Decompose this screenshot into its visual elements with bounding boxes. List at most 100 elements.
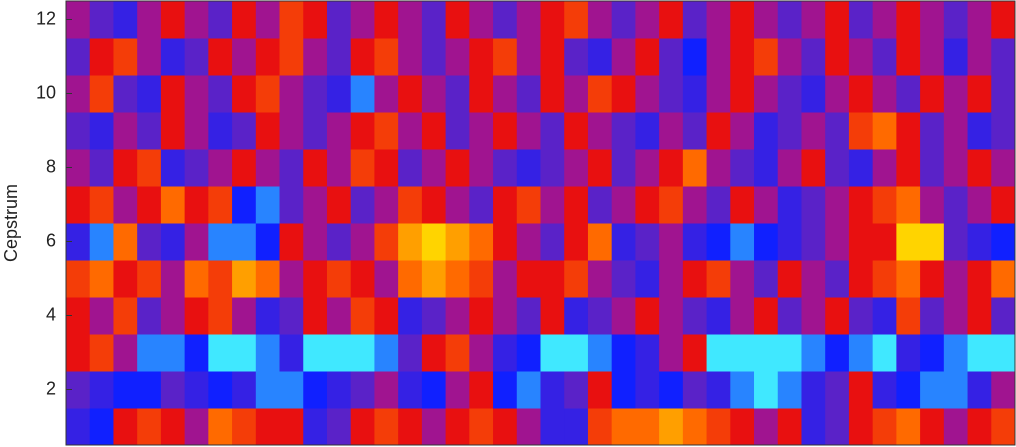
heat-cell [730, 371, 755, 409]
heat-cell [848, 223, 874, 261]
heat-cell [682, 75, 708, 113]
heat-cell [326, 334, 352, 372]
heat-cell [421, 186, 447, 224]
heat-cell [659, 371, 684, 409]
heat-cell [920, 186, 945, 224]
heat-cell [896, 149, 921, 187]
heat-cell [303, 408, 328, 446]
heat-cell [160, 334, 186, 372]
heat-cell [326, 112, 352, 150]
heat-cell [754, 112, 779, 150]
heat-cell [89, 408, 114, 446]
heat-cell [682, 408, 708, 446]
heat-cell [991, 223, 1016, 261]
heat-cell [66, 112, 91, 150]
heat-cell [872, 408, 897, 446]
heat-cell [991, 371, 1016, 409]
heat-cell [303, 75, 328, 113]
heat-cell [754, 149, 779, 187]
heat-cell [350, 223, 375, 261]
heat-cell [232, 223, 257, 261]
heat-cell [208, 408, 233, 446]
heat-cell [564, 371, 589, 409]
heat-cell [682, 371, 708, 409]
heat-cell [872, 149, 897, 187]
heat-cell [872, 1, 897, 39]
heat-cell [682, 38, 708, 76]
heat-cell [587, 186, 613, 224]
heat-cell [398, 371, 423, 409]
heat-cell [421, 1, 447, 39]
heat-cell [113, 223, 138, 261]
heat-cell [137, 186, 162, 224]
heat-cell [659, 75, 684, 113]
heat-cell [255, 260, 281, 298]
heat-cell [350, 112, 375, 150]
heat-cell [825, 38, 850, 76]
heat-cell [564, 408, 589, 446]
heat-cell [564, 1, 589, 39]
heat-cell [421, 38, 447, 76]
heat-cell [825, 260, 850, 298]
heat-cell [706, 112, 731, 150]
heat-cell [184, 149, 209, 187]
heat-cell [659, 260, 684, 298]
heat-cell [445, 112, 470, 150]
heat-cell [469, 223, 494, 261]
heat-cell [920, 38, 945, 76]
heat-cell [516, 38, 541, 76]
heat-cell [326, 371, 352, 409]
heat-cell [160, 371, 186, 409]
heat-cell [493, 334, 518, 372]
heat-cell [469, 260, 494, 298]
heat-cell [113, 75, 138, 113]
heat-cell [208, 38, 233, 76]
heat-cell [89, 223, 114, 261]
heat-cell [350, 408, 375, 446]
heat-cell [89, 149, 114, 187]
heat-cell [682, 223, 708, 261]
heat-cell [896, 1, 921, 39]
heat-cell [896, 223, 921, 261]
heat-cell [350, 260, 375, 298]
heat-cell [920, 112, 945, 150]
heat-cell [493, 408, 518, 446]
heat-cell [113, 1, 138, 39]
heat-cell [445, 334, 470, 372]
heat-cell [374, 149, 399, 187]
heat-cell [421, 371, 447, 409]
heat-cell [469, 38, 494, 76]
heat-cell [89, 112, 114, 150]
heat-cell [374, 408, 399, 446]
heat-cell [421, 297, 447, 335]
heat-cell [279, 38, 304, 76]
heat-cell [635, 408, 660, 446]
heat-cell [66, 408, 91, 446]
heat-cell [421, 112, 447, 150]
heat-cell [564, 112, 589, 150]
heat-cell [255, 408, 281, 446]
plot-frame [65, 0, 1016, 446]
heat-cell [255, 371, 281, 409]
heat-cell [208, 371, 233, 409]
heat-cell [184, 260, 209, 298]
heat-cell [303, 371, 328, 409]
heat-cell [943, 408, 969, 446]
heat-cell [706, 38, 731, 76]
heat-cell [825, 186, 850, 224]
heat-cell [326, 1, 352, 39]
heat-cell [232, 260, 257, 298]
heat-cell [137, 223, 162, 261]
heat-cell [89, 334, 114, 372]
heat-cell [635, 149, 660, 187]
heat-cell [326, 38, 352, 76]
heat-cell [611, 186, 636, 224]
heat-cell [896, 408, 921, 446]
heat-cell [967, 75, 992, 113]
heat-cell [398, 297, 423, 335]
heat-cell [350, 297, 375, 335]
heat-cell [421, 334, 447, 372]
heat-cell [730, 334, 755, 372]
heat-cell [279, 186, 304, 224]
heat-cell [255, 1, 281, 39]
